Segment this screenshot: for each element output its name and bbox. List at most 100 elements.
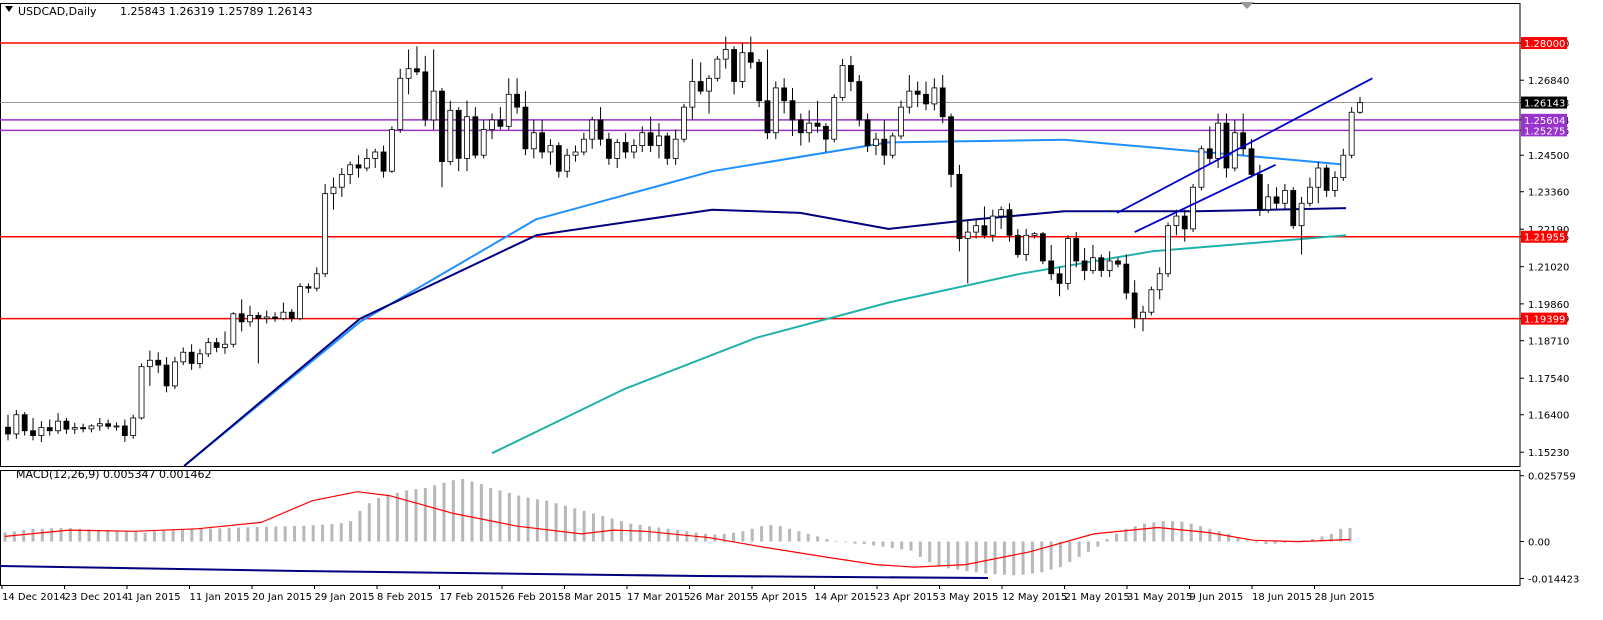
candle-body (205, 342, 212, 355)
candle-body (514, 93, 520, 108)
candle-body (63, 420, 70, 430)
candle-body (1023, 234, 1030, 255)
candle-body (30, 430, 36, 436)
candle-body (1156, 273, 1163, 291)
trend-line[interactable] (1116, 77, 1373, 214)
candle-body (939, 87, 946, 118)
candle-body (297, 286, 303, 320)
candle-body (1090, 257, 1096, 271)
candle-body (631, 145, 637, 153)
candle-body (1048, 260, 1055, 275)
date-label: 8 Mar 2015 (565, 592, 622, 603)
candle-body (831, 97, 838, 140)
candle-body (1115, 260, 1121, 265)
price-highlight-box (1521, 113, 1567, 126)
macd-label: MACD(12,26,9) 0.005347 0.001462 (16, 468, 212, 481)
candle-body (1248, 148, 1255, 175)
candle-body (1315, 167, 1322, 188)
candle-body (146, 359, 153, 368)
candle-body (797, 119, 804, 134)
candle-body (163, 364, 170, 387)
candle-body (1131, 292, 1138, 320)
ohlc-readout: 1.25843 1.26319 1.25789 1.26143 (120, 5, 312, 18)
candle-body (130, 417, 137, 436)
candle-body (363, 158, 370, 169)
candle-body (155, 359, 162, 366)
candle-body (973, 225, 979, 233)
candle-body (1123, 263, 1130, 294)
candle-body (856, 81, 863, 121)
date-label: 23 Apr 2015 (877, 592, 939, 603)
candle-body (138, 366, 145, 419)
candle-body (756, 61, 763, 102)
candle-body (455, 109, 462, 159)
candle-body (1340, 154, 1347, 179)
candle-body (772, 87, 779, 134)
moving-average-line[interactable] (491, 234, 1347, 455)
candle-body (522, 106, 529, 150)
price-highlight-box (1521, 230, 1567, 243)
candle-body (981, 225, 988, 236)
candle-body (46, 427, 53, 432)
dropdown-triangle-icon[interactable] (5, 6, 13, 12)
candle-body (5, 426, 11, 435)
candle-body (422, 71, 429, 121)
price-tick-label: 1.15230 (1528, 448, 1569, 459)
candle-body (572, 151, 579, 156)
candle-body (197, 353, 203, 364)
candle-body (781, 87, 788, 102)
date-label: 23 Dec 2014 (65, 592, 129, 603)
candle-body (848, 65, 854, 82)
trend-line[interactable] (1134, 163, 1276, 233)
moving-average-line[interactable] (183, 207, 1347, 467)
date-label: 9 Jun 2015 (1190, 592, 1244, 603)
price-tick-label: 1.19860 (1528, 300, 1569, 311)
candle-body (1265, 196, 1272, 211)
candle-body (71, 427, 78, 430)
candle-body (1206, 148, 1213, 159)
date-label: 11 Jan 2015 (190, 592, 250, 603)
candle-body (272, 316, 278, 320)
candle-body (55, 420, 61, 432)
candle-body (355, 164, 362, 169)
candle-body (1273, 196, 1280, 204)
candle-body (539, 132, 546, 153)
candle-body (706, 77, 712, 92)
candle-body (1039, 233, 1046, 262)
date-label: 12 May 2015 (1002, 592, 1067, 603)
candle-body (664, 135, 671, 159)
price-highlight-label: 1.25604 (1524, 116, 1565, 127)
candle-body (714, 58, 721, 79)
candle-body (555, 145, 562, 172)
candle-body (1106, 260, 1113, 271)
candle-body (739, 52, 746, 82)
candle-body (789, 100, 796, 121)
candle-body (1307, 186, 1313, 204)
date-label: 17 Feb 2015 (440, 592, 502, 603)
candle-body (338, 174, 345, 188)
date-label: 26 Feb 2015 (502, 592, 564, 603)
candle-body (1081, 260, 1088, 271)
candle-body (447, 109, 454, 163)
candle-body (88, 425, 95, 430)
candle-body (497, 119, 504, 127)
macd-tick-label: 0.00 (1528, 538, 1550, 549)
candle-body (1173, 215, 1180, 227)
candle-body (96, 423, 103, 427)
date-label: 20 Jan 2015 (252, 592, 312, 603)
date-label: 8 Feb 2015 (377, 592, 433, 603)
candle-body (472, 116, 479, 156)
candle-body (747, 52, 754, 63)
candle-body (923, 93, 929, 105)
window-corner-icon (1240, 2, 1254, 9)
macd-tick-label: -0.014423 (1528, 574, 1579, 585)
candle-body (1223, 122, 1230, 169)
date-label: 29 Jan 2015 (315, 592, 375, 603)
candle-body (956, 174, 963, 239)
candle-body (1215, 122, 1222, 159)
candle-body (238, 313, 245, 323)
candle-body (439, 90, 445, 163)
candle-body (672, 138, 679, 159)
candle-body (38, 427, 45, 436)
